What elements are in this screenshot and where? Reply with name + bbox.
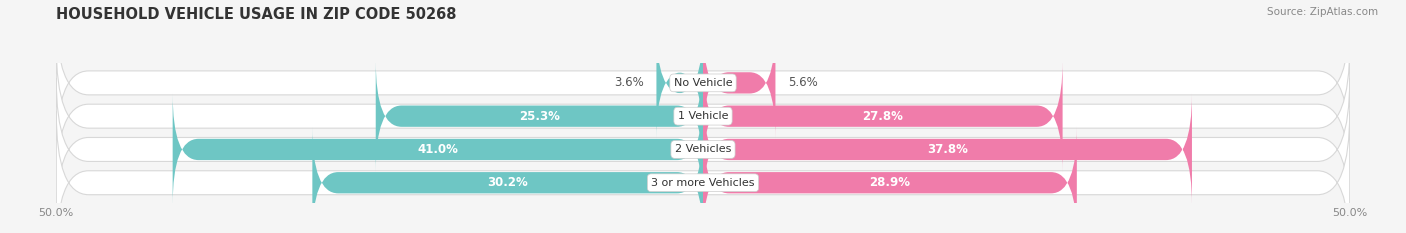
FancyBboxPatch shape — [56, 78, 1350, 221]
FancyBboxPatch shape — [312, 127, 703, 233]
Text: 5.6%: 5.6% — [789, 76, 818, 89]
Text: 37.8%: 37.8% — [927, 143, 967, 156]
FancyBboxPatch shape — [703, 60, 1063, 172]
Text: 27.8%: 27.8% — [862, 110, 903, 123]
Text: No Vehicle: No Vehicle — [673, 78, 733, 88]
FancyBboxPatch shape — [703, 27, 776, 139]
Text: 28.9%: 28.9% — [869, 176, 911, 189]
FancyBboxPatch shape — [703, 93, 1192, 205]
Text: 30.2%: 30.2% — [488, 176, 529, 189]
FancyBboxPatch shape — [56, 12, 1350, 154]
FancyBboxPatch shape — [657, 27, 703, 139]
Text: Source: ZipAtlas.com: Source: ZipAtlas.com — [1267, 7, 1378, 17]
Text: 2 Vehicles: 2 Vehicles — [675, 144, 731, 154]
Text: 3.6%: 3.6% — [614, 76, 644, 89]
FancyBboxPatch shape — [173, 93, 703, 205]
Text: 25.3%: 25.3% — [519, 110, 560, 123]
FancyBboxPatch shape — [56, 45, 1350, 187]
Text: 3 or more Vehicles: 3 or more Vehicles — [651, 178, 755, 188]
FancyBboxPatch shape — [375, 60, 703, 172]
FancyBboxPatch shape — [703, 127, 1077, 233]
Text: 41.0%: 41.0% — [418, 143, 458, 156]
Text: 1 Vehicle: 1 Vehicle — [678, 111, 728, 121]
Text: HOUSEHOLD VEHICLE USAGE IN ZIP CODE 50268: HOUSEHOLD VEHICLE USAGE IN ZIP CODE 5026… — [56, 7, 457, 22]
FancyBboxPatch shape — [56, 112, 1350, 233]
